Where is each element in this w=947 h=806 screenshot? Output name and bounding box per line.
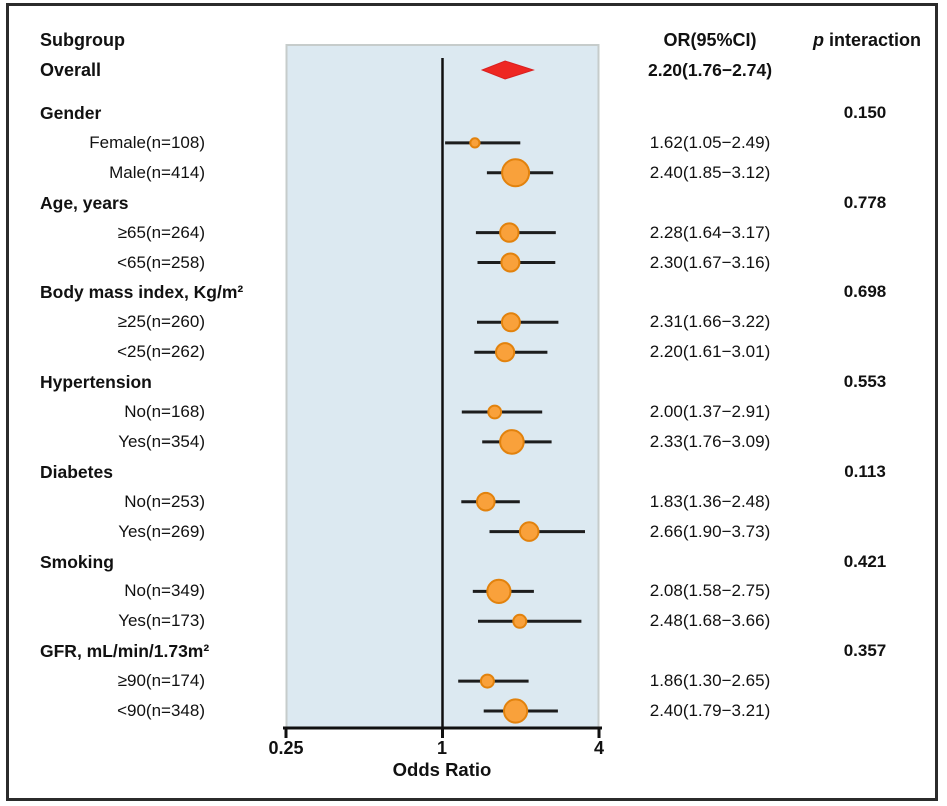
x-tick-4: 4 bbox=[593, 738, 604, 758]
or-ci-value: 2.30(1.67−3.16) bbox=[649, 252, 771, 272]
group-label: Smoking bbox=[40, 551, 114, 572]
column-header-subgroup: Subgroup bbox=[40, 30, 125, 50]
or-ci-value: 2.31(1.66−3.22) bbox=[649, 312, 771, 332]
subgroup-item-label: <65(n=258) bbox=[117, 252, 205, 272]
plot-border bbox=[285, 44, 600, 728]
group-label: Body mass index, Kg/m² bbox=[40, 282, 244, 303]
group-label: Gender bbox=[40, 103, 102, 123]
or-ci-value: 2.08(1.58−2.75) bbox=[649, 581, 771, 601]
or-marker bbox=[501, 158, 531, 188]
or-marker bbox=[487, 404, 503, 420]
subgroup-item-label: Yes(n=354) bbox=[118, 431, 205, 451]
p-interaction-value: 0.698 bbox=[843, 282, 887, 302]
subgroup-item-label: ≥65(n=264) bbox=[117, 222, 205, 242]
subgroup-item-label: <25(n=262) bbox=[117, 342, 205, 362]
subgroup-item-label: ≥90(n=174) bbox=[117, 671, 205, 691]
or-marker bbox=[518, 521, 540, 542]
group-label: Diabetes bbox=[40, 461, 113, 482]
p-interaction-value: 0.421 bbox=[843, 551, 887, 571]
group-label: GFR, mL/min/1.73m² bbox=[40, 641, 210, 662]
subgroup-item-label: No(n=253) bbox=[124, 491, 205, 511]
x-axis-title: Odds Ratio bbox=[392, 759, 492, 780]
or-marker bbox=[499, 429, 525, 455]
or-marker bbox=[486, 578, 512, 605]
or-ci-value: 2.00(1.37−2.91) bbox=[649, 402, 771, 421]
or-marker bbox=[469, 137, 481, 149]
or-ci-value: 2.40(1.79−3.21) bbox=[649, 701, 771, 720]
p-interaction-value: 0.553 bbox=[843, 372, 887, 392]
overall-label: Overall bbox=[40, 60, 102, 80]
subgroup-item-label: Yes(n=173) bbox=[118, 611, 205, 631]
p-interaction-value: 0.150 bbox=[843, 103, 887, 122]
or-ci-value: 2.48(1.68−3.66) bbox=[649, 611, 771, 631]
group-label: Hypertension bbox=[40, 372, 152, 393]
or-marker bbox=[479, 673, 495, 689]
x-tick-1: 1 bbox=[436, 738, 447, 758]
or-marker bbox=[512, 613, 528, 629]
column-header-or-ci: OR(95%CI) bbox=[663, 30, 757, 50]
group-label: Age, years bbox=[40, 192, 129, 213]
or-ci-value: 2.33(1.76−3.09) bbox=[649, 431, 771, 451]
or-marker bbox=[495, 342, 516, 363]
x-tick-0.25: 0.25 bbox=[268, 738, 304, 758]
subgroup-item-label: Yes(n=269) bbox=[118, 521, 205, 541]
p-interaction-value: 0.113 bbox=[844, 461, 886, 481]
or-ci-value: 2.20(1.61−3.01) bbox=[649, 342, 771, 362]
or-marker bbox=[476, 491, 496, 512]
p-interaction-value: 0.778 bbox=[843, 192, 887, 212]
subgroup-item-label: <90(n=348) bbox=[117, 701, 205, 720]
or-ci-value: 2.28(1.64−3.17) bbox=[649, 222, 771, 242]
p-interaction-word: interaction bbox=[823, 30, 921, 50]
or-marker bbox=[500, 312, 521, 333]
or-marker bbox=[500, 252, 521, 273]
or-ci-value: 2.40(1.85−3.12) bbox=[649, 162, 771, 182]
column-header-p-interaction: p interaction bbox=[798, 26, 936, 54]
or-ci-value: 1.62(1.05−2.49) bbox=[649, 132, 771, 152]
subgroup-item-label: No(n=168) bbox=[124, 402, 205, 421]
overall-or-value: 2.20(1.76−2.74) bbox=[647, 60, 773, 80]
or-ci-value: 1.83(1.36−2.48) bbox=[649, 491, 771, 511]
or-marker bbox=[499, 222, 520, 243]
p-italic-letter: p bbox=[812, 30, 824, 50]
or-ci-value: 2.66(1.90−3.73) bbox=[649, 521, 771, 541]
subgroup-item-label: Male(n=414) bbox=[109, 162, 205, 182]
subgroup-item-label: No(n=349) bbox=[124, 581, 205, 601]
or-ci-value: 1.86(1.30−2.65) bbox=[649, 671, 771, 691]
overall-diamond bbox=[480, 60, 535, 80]
subgroup-item-label: Female(n=108) bbox=[89, 132, 205, 152]
subgroup-item-label: ≥25(n=260) bbox=[117, 312, 205, 332]
p-interaction-value: 0.357 bbox=[843, 641, 887, 661]
or-marker bbox=[502, 698, 529, 724]
